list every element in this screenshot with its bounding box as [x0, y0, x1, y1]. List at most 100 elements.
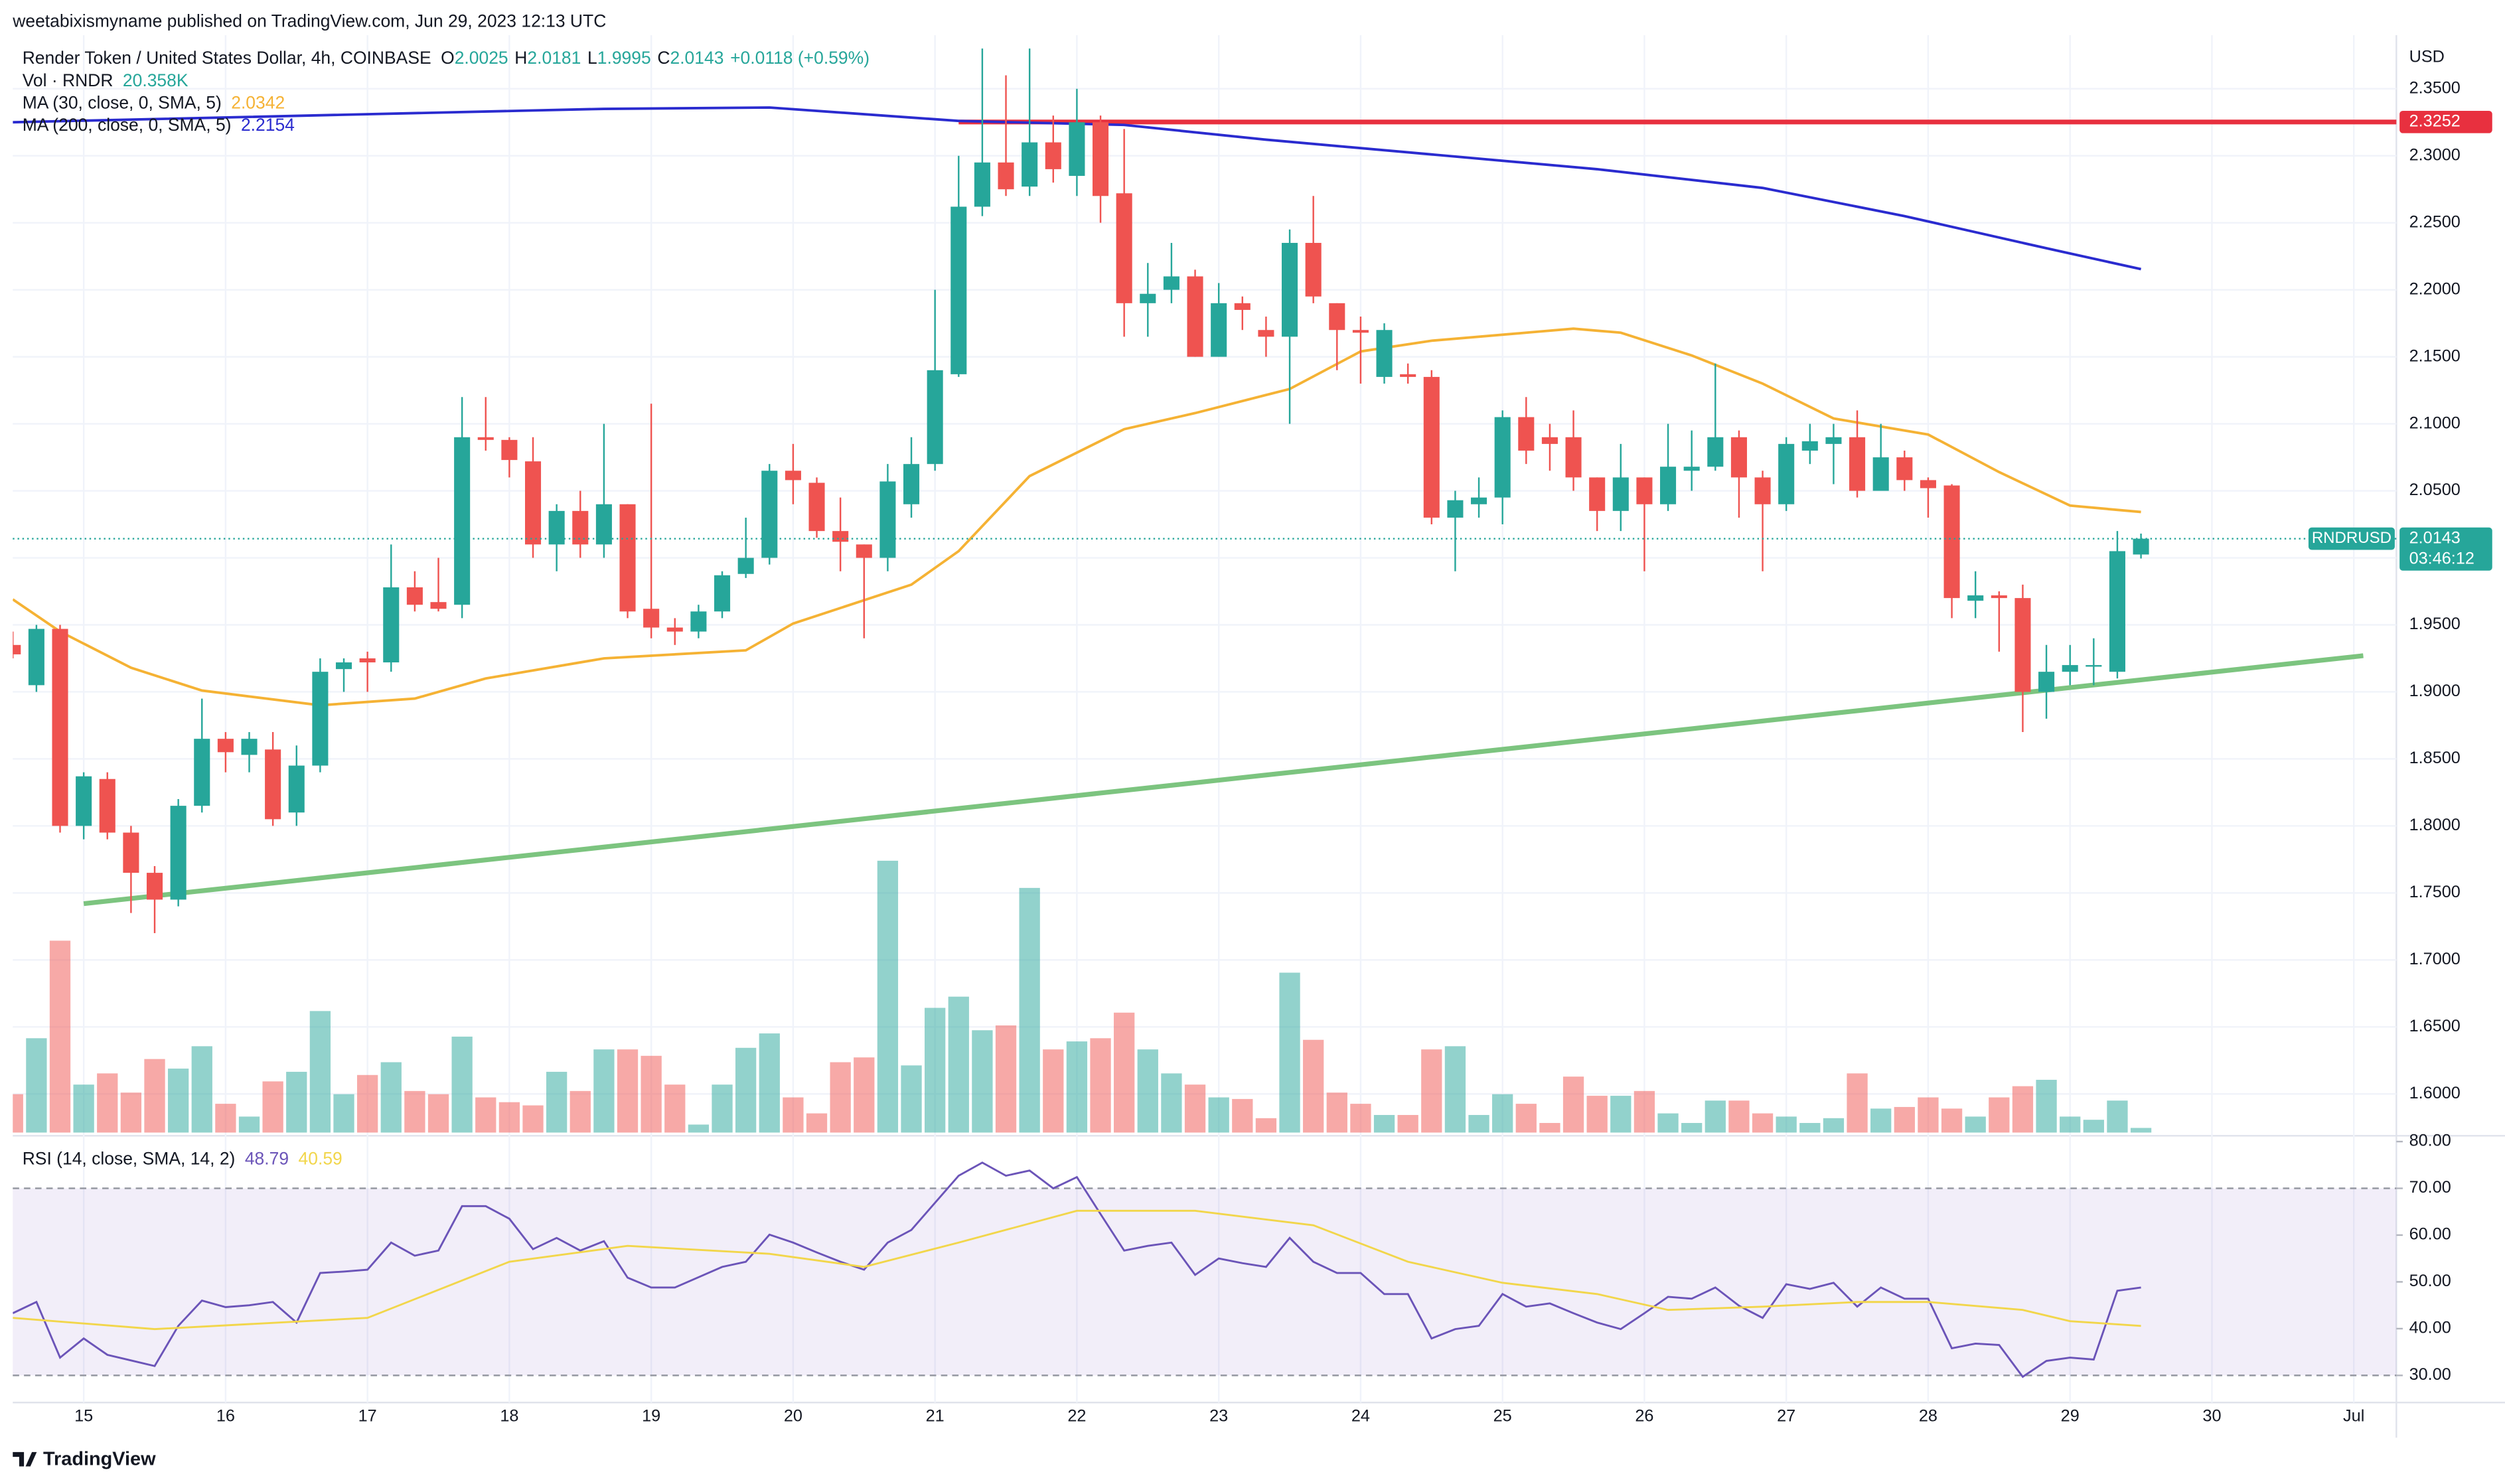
candle-body	[217, 739, 234, 753]
volume-bar	[97, 1073, 118, 1133]
candle-body	[1518, 417, 1535, 451]
level-label: 2.3252	[2409, 111, 2461, 130]
volume-bar	[1847, 1073, 1868, 1133]
volume-bar	[26, 1038, 47, 1133]
candle-body	[477, 437, 494, 440]
x-tick-label: 27	[1777, 1407, 1795, 1426]
y-tick-label: 2.1500	[2409, 346, 2461, 365]
rsi-line	[13, 1209, 2141, 1331]
x-tick-label: 23	[1209, 1407, 1228, 1426]
candle-body	[76, 776, 92, 826]
volume-bar	[995, 1025, 1017, 1133]
volume-bar	[617, 1049, 639, 1133]
candle-body	[832, 531, 849, 542]
volume-bars	[13, 860, 2152, 1133]
legend-item: 20.358K	[123, 70, 189, 90]
candle-body	[312, 672, 329, 766]
legend-item: O	[441, 48, 455, 68]
legend-item: 40.59	[299, 1148, 342, 1168]
candle-body	[1069, 122, 1085, 176]
volume-bar	[688, 1124, 710, 1133]
candle-body	[1754, 477, 1771, 504]
candle-body	[1991, 595, 2007, 599]
y-tick-label: 2.2000	[2409, 279, 2461, 298]
candle-body	[879, 481, 896, 558]
volume-bar	[1303, 1039, 1324, 1133]
x-tick-label: 28	[1919, 1407, 1937, 1426]
x-tick-label: 20	[784, 1407, 802, 1426]
candle-body	[666, 627, 683, 632]
volume-bar	[1232, 1098, 1253, 1133]
y-tick-label: 2.3000	[2409, 145, 2461, 164]
candle-body	[123, 832, 139, 873]
legend-item: Render Token / United States Dollar, 4h,…	[23, 48, 431, 68]
candle-body	[383, 587, 400, 663]
last-price-badge	[2399, 527, 2492, 571]
rsi-tick-label: 30.00	[2409, 1365, 2451, 1384]
volume-bar	[1066, 1041, 1088, 1133]
volume-bar	[1728, 1100, 1750, 1133]
candle-body	[1140, 293, 1156, 303]
candle-body	[1352, 330, 1369, 333]
volume-bar	[972, 1030, 993, 1133]
volume-bar	[49, 940, 71, 1133]
volume-bar	[1043, 1049, 1064, 1133]
y-tick-label: 2.2500	[2409, 212, 2461, 231]
volume-bar	[1373, 1114, 1395, 1133]
volume-bar	[427, 1094, 449, 1133]
legend-item: MA (30, close, 0, SMA, 5)	[23, 92, 222, 112]
legend-line: MA (200, close, 0, SMA, 5) 2.2154	[23, 115, 295, 135]
brand-name: TradingView	[43, 1449, 156, 1470]
legend-line: Render Token / United States Dollar, 4h,…	[23, 48, 870, 68]
candle-body	[1825, 437, 1842, 444]
x-tick-label: 21	[926, 1407, 945, 1426]
volume-bar	[380, 1062, 402, 1133]
rsi-tick-label: 80.00	[2409, 1132, 2451, 1150]
currency-label: USD	[2409, 47, 2445, 66]
legend-item: Vol · RNDR	[23, 70, 114, 90]
volume-bar	[262, 1081, 283, 1133]
legend-item: 2.2154	[241, 115, 295, 135]
candle-body	[1943, 485, 1960, 599]
volume-bar	[901, 1065, 922, 1133]
y-tick-label: 1.8500	[2409, 749, 2461, 767]
volume-bar	[830, 1062, 851, 1133]
candle-body	[28, 629, 44, 686]
candle-body	[406, 587, 423, 605]
x-tick-label: 18	[500, 1407, 518, 1426]
candle-body	[643, 609, 660, 628]
candle-body	[1045, 142, 1061, 169]
candle-body	[1565, 437, 1582, 478]
volume-bar	[1444, 1046, 1466, 1133]
volume-bar	[1681, 1123, 1703, 1133]
symbol-label: RNDRUSD	[2312, 529, 2391, 547]
candle-body	[1163, 276, 1179, 290]
volume-bar	[664, 1084, 686, 1133]
volume-bar	[1397, 1114, 1418, 1133]
legend-line: Vol · RNDR 20.358K	[23, 70, 189, 90]
candle-body	[1093, 122, 1109, 196]
candle-body	[1849, 437, 1866, 491]
x-tick-label: 24	[1351, 1407, 1370, 1426]
moving-average-line	[13, 327, 2141, 707]
volume-bar	[2060, 1116, 2081, 1133]
x-tick-label: 29	[2061, 1407, 2080, 1426]
y-tick-label: 2.3500	[2409, 78, 2461, 97]
x-tick-label: 25	[1493, 1407, 1512, 1426]
logo-icon	[13, 1451, 37, 1467]
legend-item: 1.9995	[597, 48, 651, 68]
volume-bar	[1989, 1097, 2010, 1133]
candle-body	[1589, 477, 1606, 511]
candle-body	[1423, 376, 1440, 518]
x-tick-label: 19	[642, 1407, 660, 1426]
candle-body	[265, 749, 281, 820]
x-tick-label: Jul	[2343, 1407, 2364, 1426]
candle-body	[52, 629, 68, 826]
legend-line: MA (30, close, 0, SMA, 5) 2.0342	[23, 92, 285, 112]
candle-body	[856, 544, 872, 558]
volume-bar	[1894, 1106, 1915, 1133]
candle-body	[1778, 443, 1795, 504]
volume-bar	[120, 1092, 142, 1133]
candle-body	[2133, 538, 2149, 555]
